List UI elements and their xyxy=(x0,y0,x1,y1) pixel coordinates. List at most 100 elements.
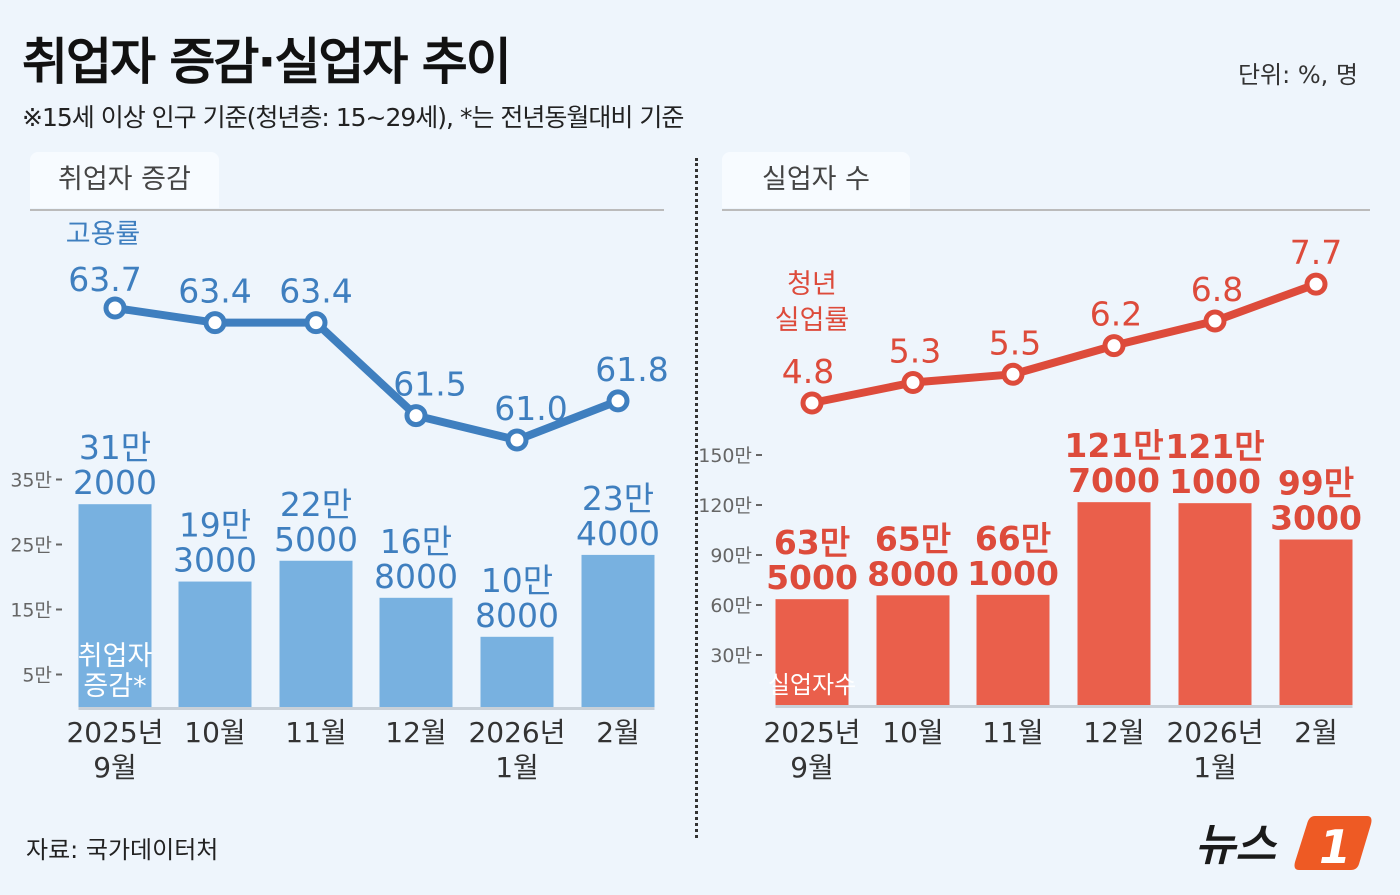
y-tick-label: 15만 xyxy=(10,600,52,622)
line-point xyxy=(203,311,227,335)
line-label: 5.3 xyxy=(889,332,941,371)
news1-logo: 뉴스 1 xyxy=(1195,808,1375,882)
bar xyxy=(876,595,950,705)
x-tick-label: 12월 xyxy=(1083,716,1144,749)
line-point xyxy=(1203,309,1227,333)
bar-label: 63만 xyxy=(774,523,850,562)
x-tick-label: 9월 xyxy=(93,751,137,784)
bar-label: 2000 xyxy=(73,463,157,502)
line-label: 63.7 xyxy=(68,260,141,299)
page-title: 취업자 증감·실업자 추이 xyxy=(22,33,512,91)
bar-label: 31만 xyxy=(79,428,151,467)
tab-underline xyxy=(722,209,1370,211)
line-point xyxy=(304,311,328,335)
line-series xyxy=(114,304,620,445)
bar xyxy=(178,581,252,707)
bar xyxy=(581,554,655,707)
x-tick-label: 10월 xyxy=(184,716,245,749)
bar-label: 121만 xyxy=(1165,427,1264,466)
svg-text:뉴스: 뉴스 xyxy=(1195,820,1277,871)
bar-label: 8000 xyxy=(475,596,559,635)
y-tick-label: 150만 xyxy=(698,445,752,467)
line-point xyxy=(1102,334,1126,358)
bar xyxy=(976,594,1050,705)
bar-label: 121만 xyxy=(1064,426,1163,465)
subtitle: ※15세 이상 인구 기준(청년층: 15~29세), *는 전년동월대비 기준 xyxy=(22,103,684,132)
x-tick-label: 10월 xyxy=(882,716,943,749)
bar-label: 99만 xyxy=(1278,464,1354,503)
x-tick-label: 11월 xyxy=(285,716,346,749)
bar-series-label: 증감* xyxy=(83,671,146,702)
line-point xyxy=(1304,272,1328,296)
y-tick-label: 60만 xyxy=(710,595,752,617)
svg-text:1: 1 xyxy=(1319,820,1351,874)
bar xyxy=(1178,503,1252,705)
x-tick-label: 2025년 xyxy=(66,716,163,749)
line-point xyxy=(1001,362,1025,386)
x-tick-label: 1월 xyxy=(1193,751,1237,784)
bar xyxy=(78,504,152,707)
line-label: 7.7 xyxy=(1290,233,1342,272)
line-label: 63.4 xyxy=(279,272,352,311)
line-label: 5.5 xyxy=(989,323,1041,362)
y-tick-label: 90만 xyxy=(710,545,752,567)
bar-label: 8000 xyxy=(374,557,458,596)
unit-label: 단위: %, 명 xyxy=(1237,61,1358,89)
bar-label: 5000 xyxy=(766,558,858,597)
y-tick-label: 25만 xyxy=(10,535,52,557)
bar xyxy=(775,599,849,705)
x-tick-label: 11월 xyxy=(982,716,1043,749)
y-tick-label: 5만 xyxy=(22,665,52,687)
x-tick-label: 12월 xyxy=(385,716,446,749)
line-label: 63.4 xyxy=(178,272,251,311)
bar-label: 23만 xyxy=(582,479,654,518)
bar-label: 19만 xyxy=(179,506,251,545)
line-series xyxy=(811,280,1318,407)
x-tick-label: 2026년 xyxy=(1166,716,1263,749)
bar-label: 7000 xyxy=(1068,461,1160,500)
line-label: 4.8 xyxy=(782,352,834,391)
baseline xyxy=(775,705,1353,708)
line-series-label: 실업률 xyxy=(775,305,850,336)
line-point xyxy=(606,389,630,413)
x-tick-label: 2월 xyxy=(1294,716,1338,749)
line-label: 6.2 xyxy=(1090,295,1142,334)
bar-label: 3000 xyxy=(173,541,257,580)
bar xyxy=(1077,502,1151,705)
line-point xyxy=(404,404,428,428)
line-label: 61.0 xyxy=(494,389,567,428)
bar-label: 3000 xyxy=(1270,499,1362,538)
bar xyxy=(480,636,554,707)
bar-label: 10만 xyxy=(481,561,553,600)
line-series-label: 고용률 xyxy=(66,219,141,250)
line-series-label: 청년 xyxy=(787,269,837,300)
line-point xyxy=(800,391,824,415)
panel-tab-employment: 취업자 증감 xyxy=(30,152,219,208)
y-tick-label: 30만 xyxy=(710,645,752,667)
line-label: 61.5 xyxy=(393,365,466,404)
bar-label: 66만 xyxy=(975,519,1051,558)
y-tick-label: 120만 xyxy=(698,495,752,517)
baseline xyxy=(78,707,655,710)
bar xyxy=(279,560,353,707)
bar-label: 22만 xyxy=(280,485,352,524)
tab-underline xyxy=(30,209,664,211)
x-tick-label: 2월 xyxy=(596,716,640,749)
source: 자료: 국가데이터처 xyxy=(26,836,219,864)
line-point xyxy=(103,296,127,320)
x-tick-label: 2026년 xyxy=(468,716,565,749)
x-tick-label: 9월 xyxy=(790,751,834,784)
panel-tab-unemployed: 실업자 수 xyxy=(722,152,910,208)
bar xyxy=(1279,539,1353,705)
bar-label: 16만 xyxy=(380,522,452,561)
bar-label: 1000 xyxy=(967,554,1059,593)
line-point xyxy=(505,428,529,452)
bar-series-label: 취업자 xyxy=(78,641,153,672)
line-label: 61.8 xyxy=(595,350,668,389)
x-tick-label: 1월 xyxy=(495,751,539,784)
bar-label: 8000 xyxy=(867,554,959,593)
line-point xyxy=(901,371,925,394)
bar xyxy=(379,597,453,707)
